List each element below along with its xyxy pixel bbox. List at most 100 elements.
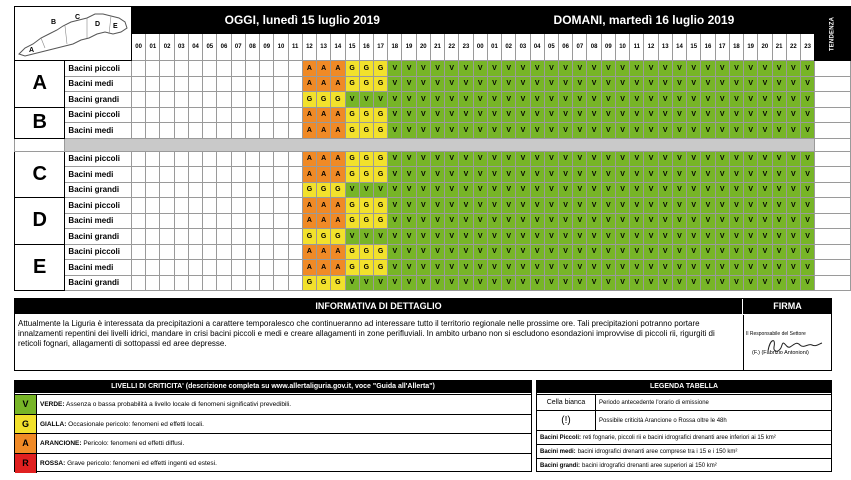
alert-cell: G [358, 243, 374, 260]
alert-cell: V [714, 91, 730, 108]
alert-cell: V [643, 60, 659, 77]
alert-cell: G [372, 197, 389, 214]
alert-cell [216, 274, 232, 291]
alert-cell: V [629, 197, 645, 214]
alert-cell: V [501, 91, 517, 108]
details-text: Attualmente la Liguria è interessata da … [18, 319, 715, 348]
alert-cell: V [558, 106, 574, 123]
alert-cell: V [743, 181, 759, 198]
today-hour-11: 11 [287, 33, 303, 61]
tendenza-cell [814, 166, 851, 183]
tendenza-cell [814, 91, 851, 108]
alert-cell: V [757, 60, 773, 77]
alert-cell: V [671, 122, 688, 139]
zone-label: D [13, 197, 66, 245]
alert-cell [159, 181, 175, 198]
legend-row-cella: Cella bianca Periodo antecedente l'orari… [537, 394, 831, 410]
alert-cell: V [614, 150, 631, 167]
level-desc: Grave pericolo: fenomeni ed effetti inge… [67, 459, 217, 467]
alert-cell: V [586, 212, 602, 229]
alert-cell [145, 60, 161, 77]
alert-cell: V [401, 75, 417, 92]
alert-cell: V [714, 106, 730, 123]
alert-cell: V [743, 228, 759, 245]
today-hour-6: 06 [216, 33, 232, 61]
alert-cell: A [316, 75, 332, 92]
alert-cell: V [515, 91, 531, 108]
alert-cell: V [671, 212, 688, 229]
alert-cell [287, 228, 303, 245]
alert-cell [145, 274, 161, 291]
alert-cell: V [415, 122, 431, 139]
alert-cell: V [714, 243, 730, 260]
alert-cell: V [700, 166, 716, 183]
legend-medi-val: bacini idrografici drenanti aree compres… [577, 449, 738, 455]
alert-cell: V [686, 75, 702, 92]
alert-cell: G [372, 122, 389, 139]
alert-cell [202, 243, 218, 260]
alert-cell: V [401, 274, 417, 291]
alert-cell: G [358, 197, 374, 214]
alert-cell: V [771, 106, 787, 123]
alert-cell: V [757, 75, 773, 92]
alert-cell: V [458, 106, 474, 123]
alert-cell: V [714, 166, 730, 183]
alert-cell: V [415, 91, 431, 108]
alert-cell [259, 150, 275, 167]
alert-cell [244, 212, 261, 229]
alert-cell: G [330, 228, 346, 245]
alert-cell: V [558, 60, 574, 77]
tomorrow-hour-22: 22 [785, 33, 801, 61]
alert-cell [130, 166, 147, 183]
alert-cell: G [316, 274, 332, 291]
alert-cell [130, 75, 147, 92]
alert-cell: V [415, 259, 431, 276]
alert-cell: V [472, 150, 488, 167]
alert-cell: V [700, 212, 716, 229]
basin-label: Bacini grandi [64, 274, 132, 291]
alert-cell: G [344, 150, 360, 167]
alert-cell: V [671, 166, 688, 183]
alert-cell: V [429, 91, 446, 108]
alert-cell: V [501, 243, 517, 260]
alert-cell [287, 91, 303, 108]
alert-cell: V [600, 243, 616, 260]
tendenza-cell [814, 75, 851, 92]
tomorrow-hour-17: 17 [714, 33, 730, 61]
alert-cell [216, 106, 232, 123]
alert-cell [244, 60, 261, 77]
alert-cell [173, 243, 189, 260]
alert-cell: A [316, 122, 332, 139]
alert-cell: V [785, 91, 801, 108]
alert-cell: V [529, 259, 545, 276]
alert-cell [130, 243, 147, 260]
alert-cell: V [486, 259, 503, 276]
alert-cell: V [501, 197, 517, 214]
alert-cell [273, 60, 289, 77]
alert-cell: V [543, 106, 560, 123]
alert-cell: V [728, 274, 745, 291]
alert-cell [230, 150, 246, 167]
alert-cell: V [700, 60, 716, 77]
alert-cell [145, 75, 161, 92]
alert-cell: V [515, 259, 531, 276]
alert-cell: V [444, 181, 460, 198]
alert-cell [259, 274, 275, 291]
alert-cell [173, 122, 189, 139]
tendenza-cell [814, 259, 851, 276]
alert-cell [202, 181, 218, 198]
alert-cell: V [572, 106, 588, 123]
alert-cell: G [358, 75, 374, 92]
alert-cell: V [728, 212, 745, 229]
alert-cell: V [771, 243, 787, 260]
alert-cell: V [558, 75, 574, 92]
alert-cell: G [316, 91, 332, 108]
alert-cell: V [771, 212, 787, 229]
alert-cell [145, 197, 161, 214]
alert-cell [187, 75, 204, 92]
alert-cell: G [344, 259, 360, 276]
alert-cell: V [671, 106, 688, 123]
alert-cell: V [586, 274, 602, 291]
alert-cell: V [572, 122, 588, 139]
alert-cell: A [316, 60, 332, 77]
